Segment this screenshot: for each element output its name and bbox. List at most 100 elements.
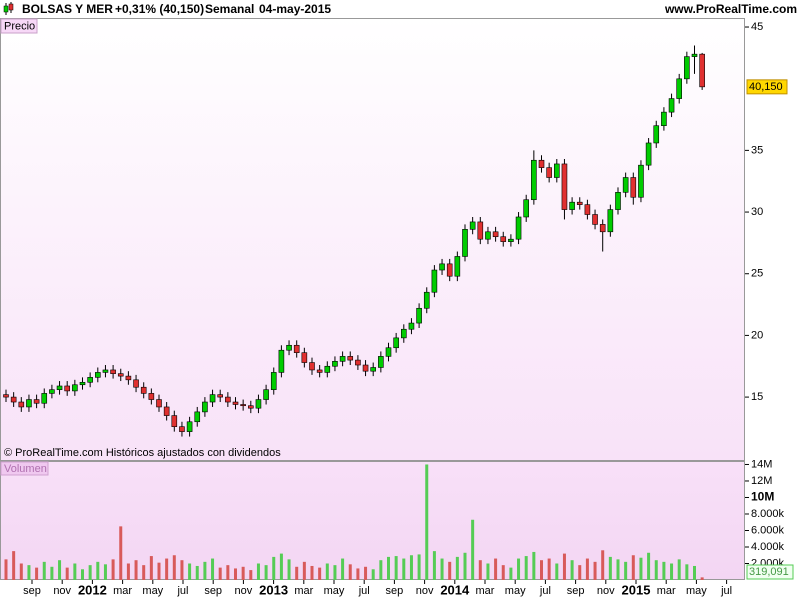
candle-body xyxy=(18,401,25,408)
y-tick-label: 6.000k xyxy=(751,524,785,536)
volume-bar xyxy=(387,556,390,580)
volume-bar xyxy=(394,556,398,580)
last-price-box xyxy=(746,79,788,95)
y-tick-label: 35 xyxy=(751,144,763,156)
candle-body xyxy=(684,56,690,80)
candle-body xyxy=(477,221,484,240)
x-tick-label: sep xyxy=(386,585,404,597)
volume-bar xyxy=(364,566,368,580)
candle-body xyxy=(653,125,660,144)
volume-bar xyxy=(103,564,107,580)
volume-bar xyxy=(402,558,406,580)
volume-bar xyxy=(647,552,651,580)
symbol: BOLSAS Y MER xyxy=(22,2,113,16)
candle-body xyxy=(33,399,40,404)
candle-body xyxy=(661,111,667,127)
candle-body xyxy=(301,352,308,363)
price-panel xyxy=(0,18,745,461)
volume-bar xyxy=(601,550,605,580)
volume-bar xyxy=(180,560,184,580)
candle-body xyxy=(523,199,530,218)
candle-body xyxy=(362,364,369,372)
x-tick-label: mar xyxy=(113,585,132,597)
footer: © ProRealTime.com Históricos ajustados c… xyxy=(4,447,281,459)
volume-bar xyxy=(524,556,528,580)
volume-bar xyxy=(639,557,643,580)
candle-body xyxy=(469,221,476,230)
candle-body xyxy=(569,201,575,210)
x-tick-label: 2014 xyxy=(440,582,470,597)
candle-body xyxy=(531,159,537,201)
volume-bar xyxy=(417,554,421,580)
candle-body xyxy=(561,163,568,210)
candle-body xyxy=(286,344,292,351)
volume-bar xyxy=(547,558,551,580)
candle-body xyxy=(584,204,591,215)
candle-body xyxy=(500,236,507,242)
price-tag xyxy=(0,18,38,34)
candle-body xyxy=(370,367,377,372)
candle-body xyxy=(599,224,606,233)
candle-body xyxy=(26,399,32,408)
candle-body xyxy=(102,369,109,373)
header-bar xyxy=(0,0,800,18)
y-tick-label: 25 xyxy=(751,268,763,280)
candle-body xyxy=(10,396,17,403)
candle-body xyxy=(400,328,407,339)
volume-bar xyxy=(4,559,8,580)
candle-body xyxy=(607,209,614,233)
candle-body xyxy=(355,359,361,366)
volume-bar xyxy=(58,560,62,580)
x-tick-label: 2013 xyxy=(259,582,288,597)
candle-body xyxy=(255,399,262,409)
x-tick-label: jul xyxy=(358,585,370,597)
volume-bar xyxy=(501,565,505,580)
volume-bar xyxy=(677,559,681,580)
candle-body xyxy=(492,231,499,238)
candle-body xyxy=(209,394,216,403)
volume-bar xyxy=(463,552,467,580)
last-volume-box xyxy=(746,564,794,580)
volume-bar xyxy=(654,560,658,580)
volume-bar xyxy=(50,566,54,580)
x-tick-label: mar xyxy=(476,585,495,597)
volume-bar xyxy=(249,570,253,580)
candle-body xyxy=(293,344,300,353)
candle-body xyxy=(416,307,422,324)
candle-body xyxy=(278,349,285,373)
candle-body xyxy=(133,379,139,388)
x-tick-label: 2012 xyxy=(78,582,107,597)
candle-body xyxy=(225,396,231,403)
x-tick-label: sep xyxy=(204,585,222,597)
volume-bar xyxy=(440,558,444,580)
volume-bar xyxy=(318,567,322,580)
last-price-label: 40,150 xyxy=(749,81,783,93)
volume-bar xyxy=(585,558,589,580)
date: 04-may-2015 xyxy=(259,2,331,16)
candle-body xyxy=(110,369,116,374)
y-tick-label: 12M xyxy=(751,475,772,487)
volume-bar xyxy=(631,555,635,580)
candle-body xyxy=(622,177,629,193)
site: www.ProRealTime.com xyxy=(664,2,797,16)
volume-bar xyxy=(425,464,429,580)
candle-body xyxy=(378,356,384,368)
candle-body xyxy=(49,389,55,394)
volume-bar xyxy=(509,567,513,580)
volume-bar xyxy=(517,558,521,580)
candle-body xyxy=(217,394,223,398)
volume-bar xyxy=(570,560,574,580)
candle-body xyxy=(676,78,683,99)
candle-body xyxy=(546,167,552,178)
volume-bar xyxy=(455,556,459,580)
volume-bar xyxy=(432,551,436,580)
volume-bar xyxy=(35,567,39,580)
candle-body xyxy=(309,362,315,371)
volume-bar xyxy=(494,558,498,580)
volume-bar xyxy=(310,565,314,580)
candle-body xyxy=(179,426,185,432)
period: Semanal xyxy=(205,2,254,16)
candle-body xyxy=(508,238,514,242)
volume-bar xyxy=(42,561,46,580)
candle-body xyxy=(668,98,675,113)
